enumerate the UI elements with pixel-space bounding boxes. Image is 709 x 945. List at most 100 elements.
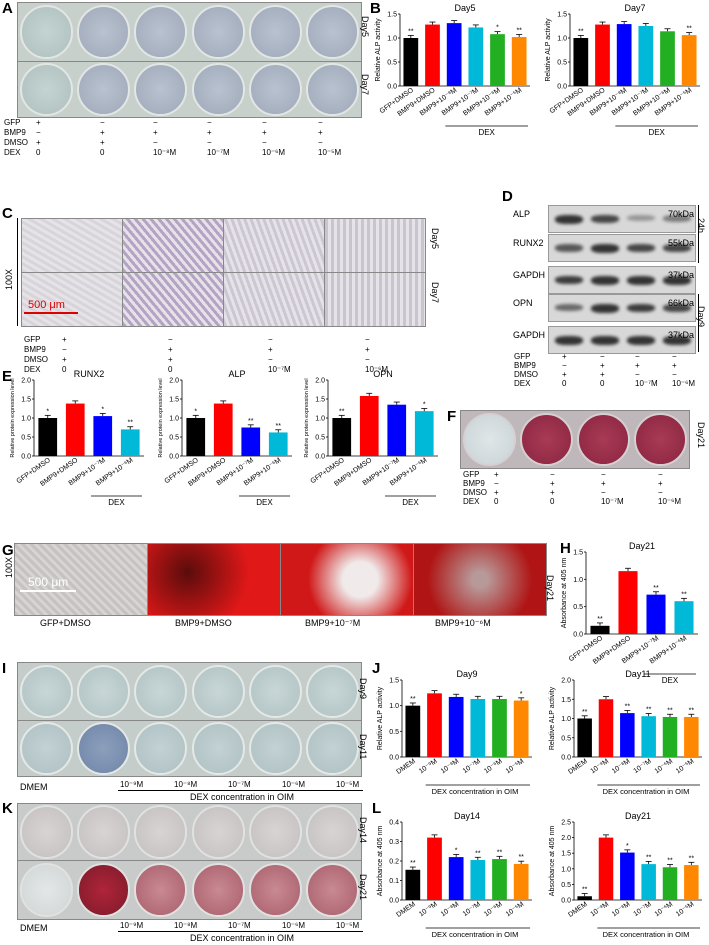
treatment-value: 10⁻⁷M — [635, 379, 658, 388]
conc-label: 10⁻⁶M — [282, 780, 306, 789]
blot-band — [627, 276, 655, 285]
significance-mark: ** — [578, 28, 584, 35]
y-tick-label: 1.5 — [561, 697, 571, 704]
treatment-value: 10⁻⁶M — [672, 379, 696, 388]
significance-mark: * — [455, 847, 458, 854]
culture-dish — [463, 413, 516, 466]
culture-dish — [20, 805, 74, 859]
significance-mark: ** — [516, 28, 522, 35]
y-tick-label: 0.5 — [315, 435, 325, 442]
culture-dish — [305, 721, 359, 776]
blot-band — [663, 304, 691, 312]
treatment-value: + — [601, 479, 606, 488]
y-tick-label: 1.0 — [561, 866, 571, 873]
culture-dish — [191, 721, 245, 776]
treatment-value: + — [207, 128, 212, 137]
panel-label-i: I — [2, 660, 7, 677]
treatment-value: + — [100, 128, 105, 137]
chart-title: ALP — [228, 369, 245, 379]
bar — [241, 427, 261, 456]
blot-kda-label: 37kDa — [668, 270, 695, 280]
treatment-value: − — [562, 361, 567, 370]
bar — [186, 418, 206, 456]
bar — [595, 24, 610, 87]
x-axis-title: DEX concentration in OIM — [432, 930, 519, 939]
chart-title: Day5 — [454, 3, 475, 13]
bar — [490, 34, 505, 86]
blot-kda-label: 70kDa — [668, 209, 695, 219]
blot-strip — [548, 205, 696, 233]
y-axis-label: Relative protein expression level — [304, 378, 310, 457]
treatment-value: 0 — [562, 379, 567, 388]
significance-mark: ** — [667, 707, 673, 714]
group-label: DEX — [108, 498, 125, 507]
panel-label-j: J — [372, 660, 381, 677]
y-tick-label: 1.0 — [169, 416, 179, 423]
significance-mark: * — [496, 25, 499, 32]
blot-band — [663, 276, 691, 285]
y-tick-label: 0.0 — [387, 84, 397, 91]
treatment-row-label: GFP — [4, 118, 21, 127]
treatment-value: 0 — [62, 365, 67, 374]
y-axis-label: Relative ALP activity — [377, 686, 384, 750]
bar — [448, 696, 464, 757]
significance-mark: ** — [653, 585, 659, 592]
treatment-value: 0 — [100, 148, 105, 157]
group-label: DEX — [256, 498, 273, 507]
treatment-value: − — [207, 138, 212, 147]
micrograph — [21, 272, 123, 327]
y-tick-label: 0.2 — [389, 859, 399, 866]
treatment-row-label: DMSO — [4, 138, 28, 147]
bar — [620, 852, 635, 900]
treatment-value: 0 — [494, 497, 499, 506]
significance-mark: ** — [667, 858, 673, 865]
culture-dish — [191, 5, 245, 59]
g-scale-bar-label: 500 μm — [28, 575, 69, 589]
panel-label-c: C — [2, 205, 13, 222]
c-bracket — [17, 218, 18, 326]
blot-band — [627, 336, 655, 345]
blot-band — [555, 244, 583, 252]
significance-mark: ** — [497, 849, 503, 856]
bar — [662, 867, 678, 900]
treatment-value: − — [168, 335, 173, 344]
blot-band — [591, 244, 619, 253]
g-column-label: BMP9+10⁻⁶M — [435, 618, 491, 628]
treatment-value: − — [262, 138, 267, 147]
treatment-value: + — [600, 361, 605, 370]
significance-mark: ** — [408, 28, 414, 35]
culture-dish — [77, 721, 131, 776]
x-tick-label: 10⁻⁵M — [505, 901, 526, 918]
y-tick-label: 1.5 — [389, 678, 399, 685]
bar — [359, 395, 379, 456]
y-tick-label: 2.0 — [315, 378, 325, 385]
treatment-value: + — [658, 479, 663, 488]
culture-dish — [577, 413, 630, 466]
blot-band — [591, 336, 619, 345]
treatment-value: + — [600, 370, 605, 379]
conc-label: 10⁻⁸M — [174, 921, 198, 930]
bar — [38, 418, 58, 456]
treatment-value: + — [62, 335, 67, 344]
scale-bar — [24, 312, 78, 314]
significance-mark: ** — [597, 616, 603, 623]
y-tick-label: 0.5 — [389, 729, 399, 736]
panel-k-day21-photo — [17, 860, 362, 920]
y-tick-label: 2.0 — [561, 835, 571, 842]
y-tick-label: 0.0 — [573, 632, 583, 639]
bar — [511, 37, 527, 86]
bar — [616, 24, 632, 86]
bar — [405, 705, 421, 757]
panel-label-f: F — [447, 408, 457, 425]
panel-i-day11-photo — [17, 720, 362, 777]
significance-mark: ** — [475, 850, 481, 857]
y-axis-label: Relative ALP activity — [545, 18, 552, 82]
culture-dish — [77, 664, 131, 719]
bracket — [698, 294, 701, 352]
significance-mark: ** — [410, 696, 416, 703]
bar — [448, 857, 464, 900]
bar — [387, 404, 407, 456]
y-tick-label: 1.5 — [557, 12, 567, 19]
conc-label: 10⁻⁷M — [228, 921, 251, 930]
y-tick-label: 0.0 — [389, 755, 399, 762]
